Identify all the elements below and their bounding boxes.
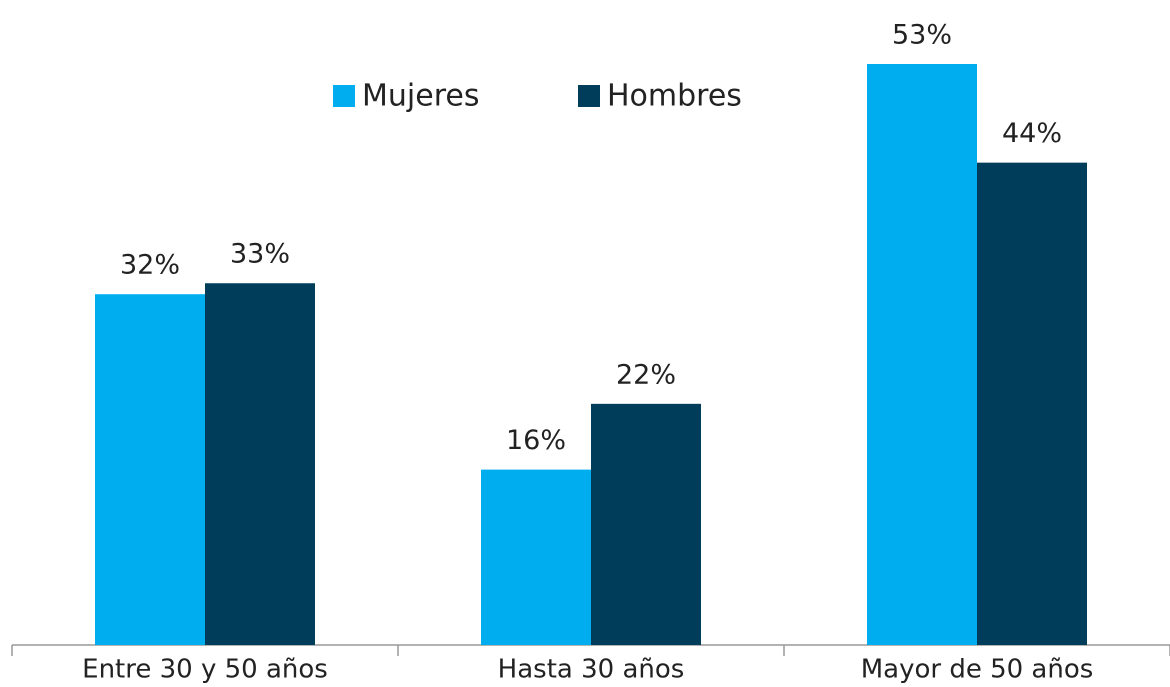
x-tick-label: Entre 30 y 50 años <box>82 655 328 685</box>
data-label: 16% <box>506 425 566 456</box>
data-label: 22% <box>616 359 676 390</box>
bar <box>205 283 315 645</box>
data-label: 44% <box>1002 118 1062 149</box>
x-tick-label: Hasta 30 años <box>498 655 685 685</box>
bar <box>591 403 701 645</box>
data-label: 33% <box>230 239 290 270</box>
legend-swatch <box>333 85 355 107</box>
bar <box>977 162 1087 645</box>
data-label: 32% <box>120 250 180 281</box>
bar <box>867 64 977 645</box>
data-label: 53% <box>892 20 952 51</box>
legend-label: Hombres <box>607 79 742 114</box>
legend-label: Mujeres <box>362 79 479 114</box>
legend-swatch <box>578 85 600 107</box>
bar <box>481 469 591 645</box>
bar <box>95 294 205 645</box>
x-tick-label: Mayor de 50 años <box>861 655 1094 685</box>
